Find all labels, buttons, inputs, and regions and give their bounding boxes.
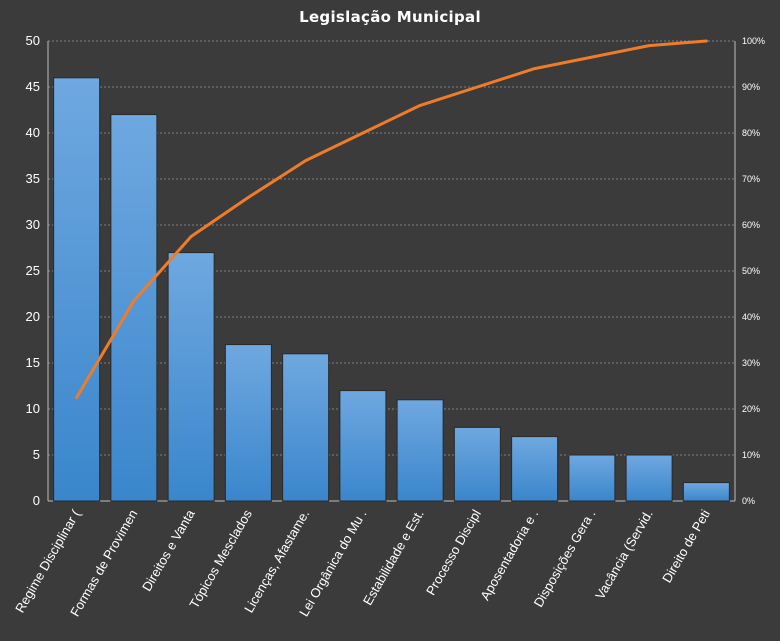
x-tick-label: Direitos e Vanta: [139, 506, 198, 593]
y-tick-label: 35: [26, 171, 40, 186]
x-tick-label: Aposentadoria e .: [477, 507, 541, 603]
y2-tick-label: 40%: [742, 312, 760, 322]
y-tick-label: 50: [26, 33, 40, 48]
y2-tick-label: 80%: [742, 128, 760, 138]
x-tick-label: Estabilidade e Est.: [360, 507, 427, 608]
cumulative-line-path: [75, 39, 708, 399]
y-tick-label: 25: [26, 263, 40, 278]
x-tick-label: Direito de Peti: [659, 507, 713, 585]
bar: [167, 252, 215, 502]
y2-tick-label: 20%: [742, 404, 760, 414]
y-tick-label: 15: [26, 355, 40, 370]
bar: [282, 353, 330, 502]
cumulative-line: [75, 39, 708, 399]
x-tick-label: Formas de Provimen: [67, 507, 140, 619]
bar: [53, 77, 101, 502]
bar: [682, 482, 730, 502]
y2-tick-label: 90%: [742, 82, 760, 92]
bar: [568, 454, 616, 502]
chart-title: Legislação Municipal: [299, 8, 481, 26]
y-tick-label: 5: [33, 447, 40, 462]
x-tick-label: Regime Disciplinar (: [12, 506, 83, 615]
y-tick-label: 0: [33, 493, 40, 508]
bar: [224, 344, 272, 502]
y2-tick-label: 60%: [742, 220, 760, 230]
y2-tick-label: 0%: [742, 496, 755, 506]
bars: [53, 77, 730, 502]
x-tick-label: Vacância (Servid.: [592, 507, 655, 602]
bar: [511, 436, 559, 502]
bar: [396, 399, 444, 502]
y2-tick-label: 30%: [742, 358, 760, 368]
bar: [339, 390, 387, 502]
x-tick-label: Licenças, Afastame.: [241, 507, 312, 615]
y-tick-label: 20: [26, 309, 40, 324]
x-tick-label: Lei Orgânica do Mu .: [296, 507, 369, 619]
x-axis: Regime Disciplinar (Formas de ProvimenDi…: [12, 506, 713, 619]
y-axis-left: 0 5 10 15 20 25 30 35 40 45 50: [26, 33, 40, 508]
gridlines: [47, 40, 736, 502]
x-tick-label: Tópicos Mesclados: [186, 507, 255, 611]
y-tick-label: 45: [26, 79, 40, 94]
y2-tick-label: 50%: [742, 266, 760, 276]
bar: [453, 426, 501, 502]
y-tick-label: 40: [26, 125, 40, 140]
y-axis-right: 0% 10% 20% 30% 40% 50% 60% 70% 80% 90% 100%: [742, 36, 765, 506]
x-tick-label: Disposições Gera .: [531, 507, 599, 610]
y-tick-label: 10: [26, 401, 40, 416]
y2-tick-label: 70%: [742, 174, 760, 184]
bar: [625, 454, 673, 502]
bar: [110, 114, 158, 502]
y-tick-label: 30: [26, 217, 40, 232]
y2-tick-label: 100%: [742, 36, 765, 46]
y2-tick-label: 10%: [742, 450, 760, 460]
x-tick-label: Processo Discipl: [423, 507, 484, 598]
